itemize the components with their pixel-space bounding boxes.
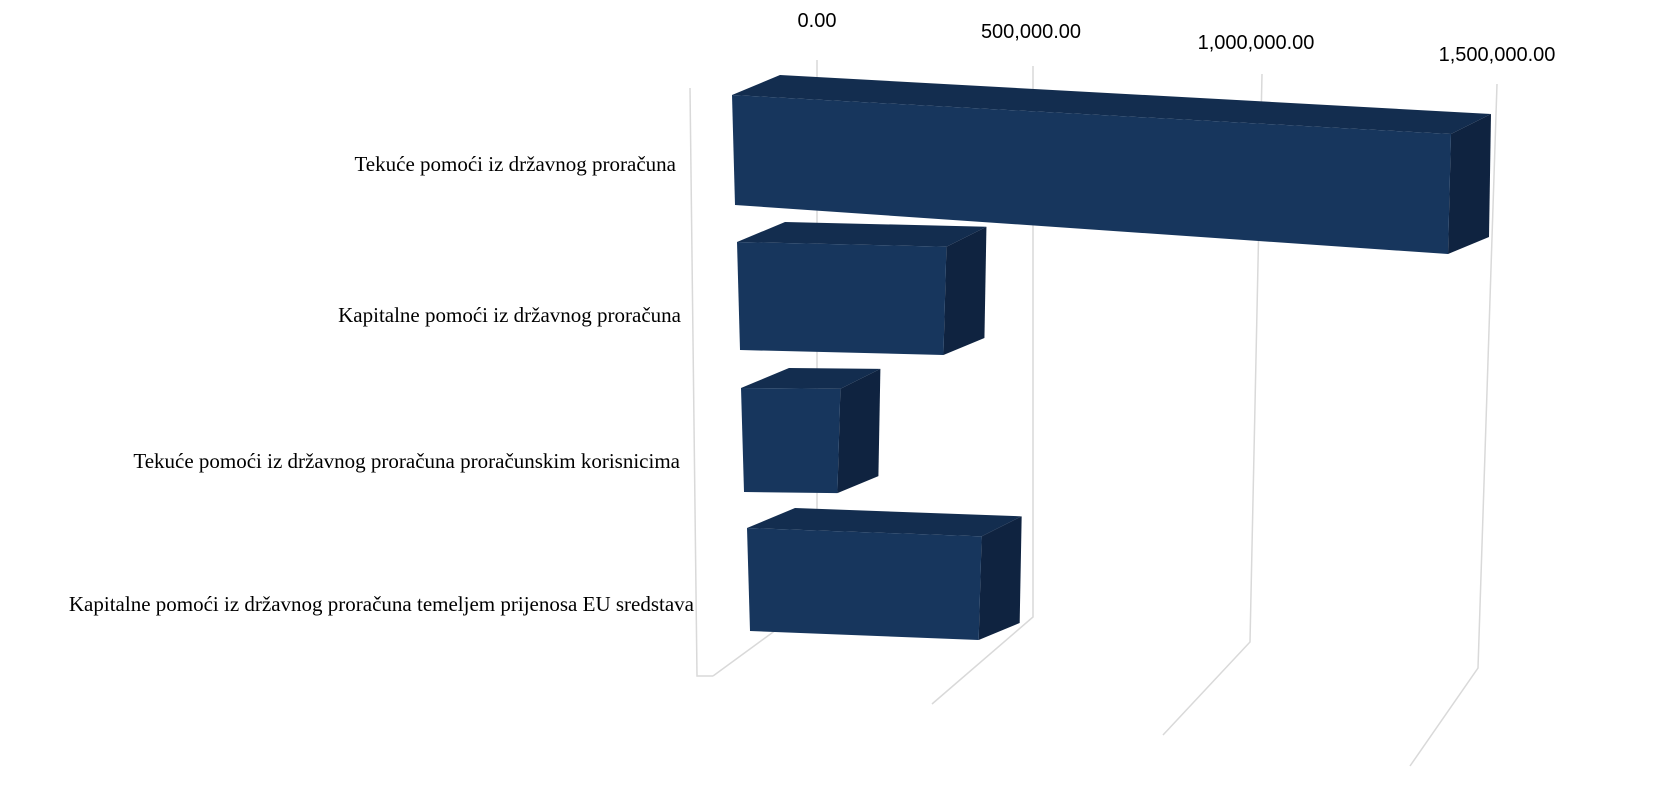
x-tick-label: 0.00 bbox=[798, 10, 837, 32]
category-label: Kapitalne pomoći iz državnog proračuna bbox=[338, 303, 682, 327]
bar-top-face bbox=[732, 75, 1491, 134]
bar bbox=[747, 508, 1022, 640]
bar-side-face bbox=[978, 516, 1022, 640]
category-label: Tekuće pomoći iz državnog proračuna bbox=[354, 152, 676, 176]
y-axis-category-labels: Tekuće pomoći iz državnog proračuna Kapit… bbox=[69, 152, 695, 616]
bar-top-face bbox=[747, 508, 1022, 537]
bar bbox=[732, 75, 1491, 254]
bar-top-face bbox=[737, 222, 987, 247]
gridline bbox=[1409, 83, 1498, 767]
bar bbox=[741, 368, 881, 494]
category-label: Tekuće pomoći iz državnog proračuna pror… bbox=[133, 449, 680, 473]
bar-front-face bbox=[737, 242, 947, 355]
x-tick-label: 500,000.00 bbox=[981, 21, 1081, 43]
gridline bbox=[1162, 73, 1263, 736]
bar-front-face bbox=[747, 528, 982, 640]
x-axis-tick-labels: 0.00 500,000.00 1,000,000.00 1,500,000.00 bbox=[798, 10, 1556, 66]
left-wall-line bbox=[689, 87, 713, 677]
bars bbox=[732, 75, 1491, 640]
bar-side-face bbox=[837, 368, 881, 494]
bar-top-face bbox=[741, 368, 881, 389]
x-tick-label: 1,000,000.00 bbox=[1198, 32, 1315, 54]
bar bbox=[737, 222, 987, 355]
bar-side-face bbox=[943, 226, 987, 355]
x-tick-label: 1,500,000.00 bbox=[1439, 44, 1556, 66]
bar-front-face bbox=[732, 95, 1451, 254]
bar-front-face bbox=[741, 388, 841, 494]
category-label: Kapitalne pomoći iz državnog proračuna t… bbox=[69, 592, 695, 616]
gridline bbox=[931, 66, 1034, 705]
bar-side-face bbox=[1448, 114, 1491, 254]
